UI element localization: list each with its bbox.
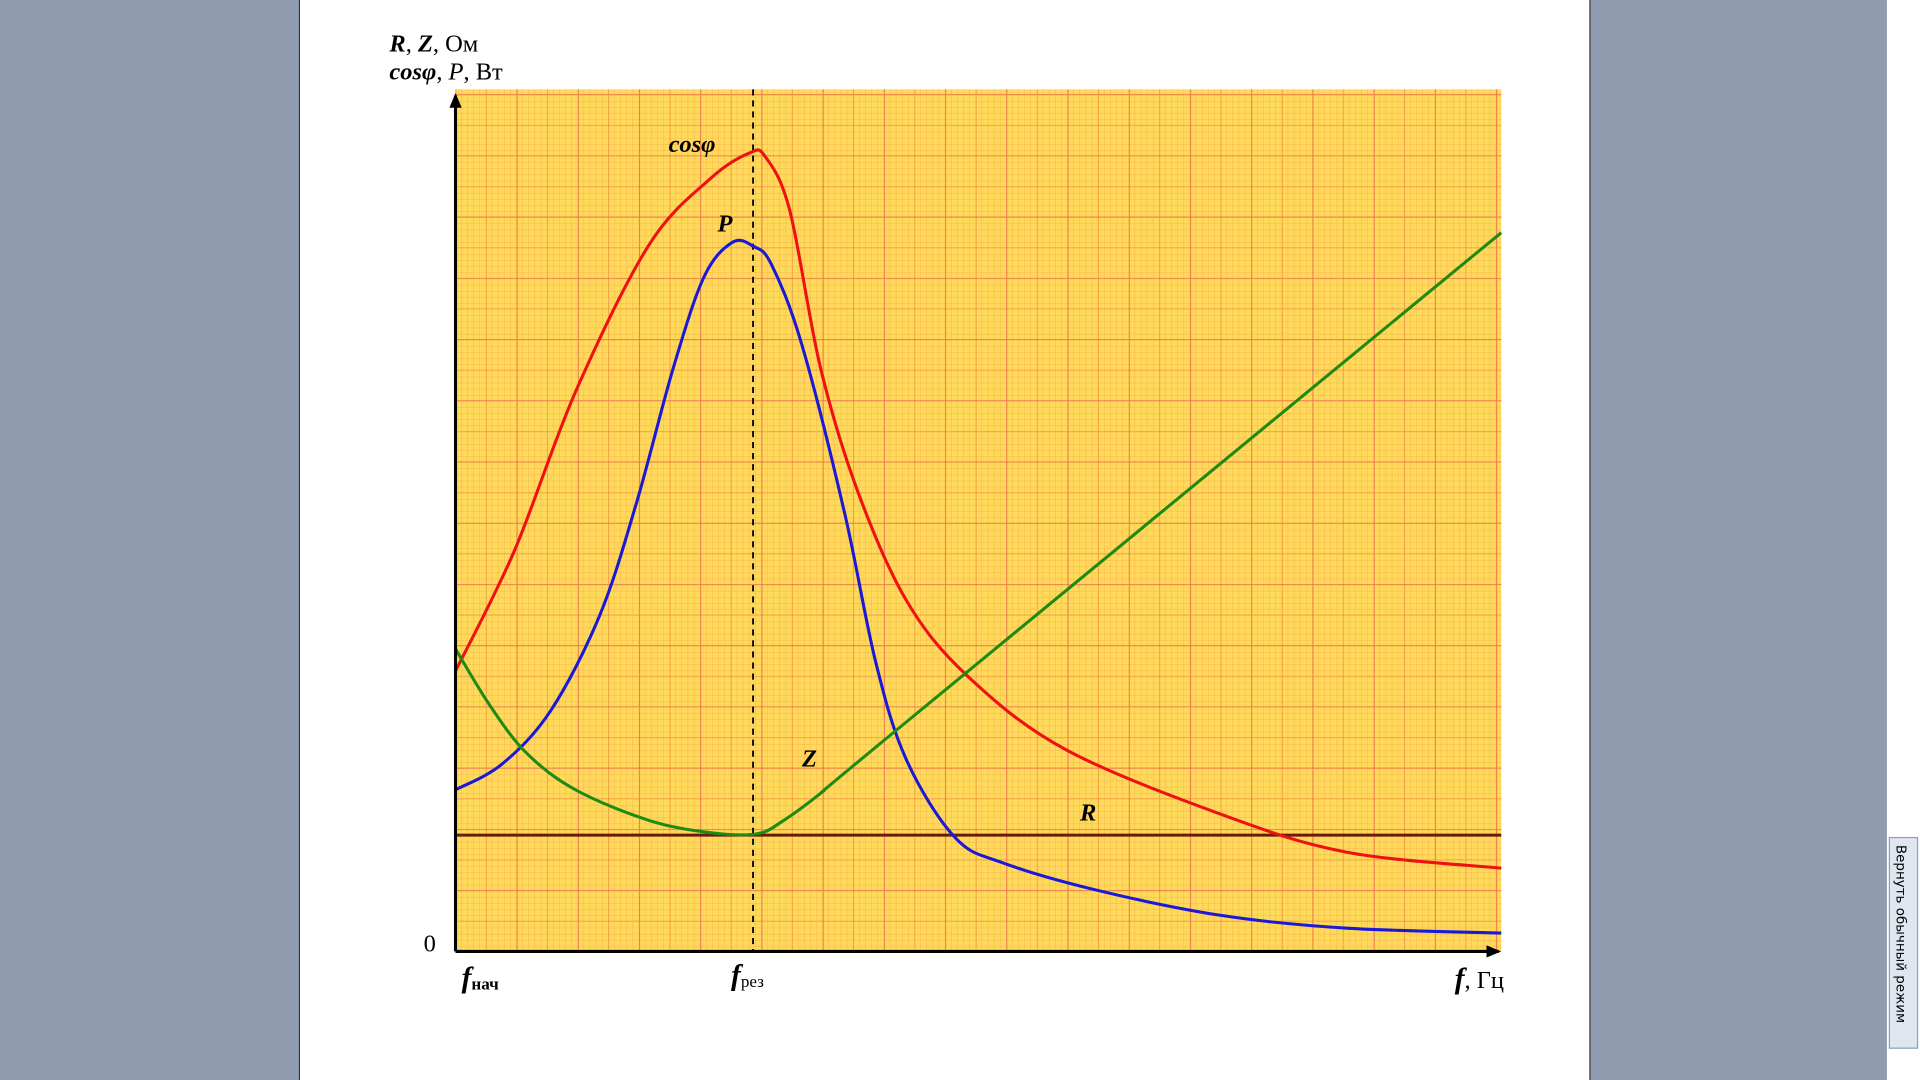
curve-label: R	[1079, 799, 1096, 826]
curve-label: cosφ	[669, 131, 716, 158]
curve-label: Z	[801, 746, 817, 773]
graph-paper	[455, 89, 1502, 952]
sidebar-button-text[interactable]: Вернуть обычный режим	[1893, 845, 1909, 1023]
curve-z	[454, 231, 1503, 837]
left-panel	[0, 0, 299, 1080]
major-grid	[455, 89, 1502, 952]
x-axis-label: f, Гц	[1455, 963, 1504, 995]
y-axis-label: cosφ, P, Вт	[389, 59, 503, 86]
x-start-label: fнач	[462, 962, 500, 994]
curve-label: P	[717, 210, 734, 237]
sidebar-button[interactable]	[1888, 836, 1919, 1049]
curve-cos	[454, 148, 1502, 870]
curve-p	[454, 238, 1502, 935]
right-panel	[1590, 0, 1887, 1080]
origin-label: 0	[424, 930, 436, 957]
y-axis-label: R, Z, Ом	[388, 30, 478, 57]
x-resonance-label: fрез	[731, 959, 764, 991]
